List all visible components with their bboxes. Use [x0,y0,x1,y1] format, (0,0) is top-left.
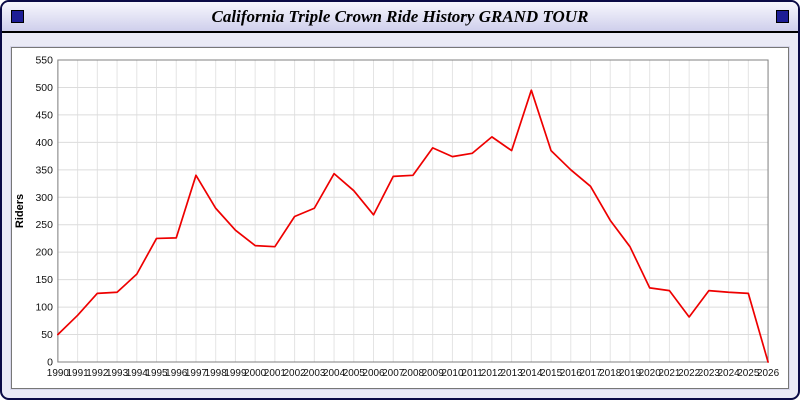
svg-text:2026: 2026 [757,368,780,379]
svg-text:2005: 2005 [343,368,366,379]
svg-text:2007: 2007 [382,368,405,379]
svg-text:2012: 2012 [481,368,504,379]
y-axis-label: Riders [14,194,26,228]
svg-text:2013: 2013 [501,368,524,379]
svg-text:2018: 2018 [599,368,622,379]
svg-text:250: 250 [35,220,53,231]
svg-text:2016: 2016 [560,368,583,379]
svg-text:1995: 1995 [145,368,168,379]
svg-text:500: 500 [35,83,53,94]
svg-text:2022: 2022 [678,368,701,379]
svg-text:2003: 2003 [303,368,326,379]
svg-text:1996: 1996 [165,368,188,379]
svg-text:50: 50 [41,330,53,341]
svg-text:400: 400 [35,138,53,149]
svg-text:2000: 2000 [244,368,267,379]
svg-text:2019: 2019 [619,368,642,379]
svg-text:350: 350 [35,165,53,176]
svg-text:0: 0 [47,357,53,368]
svg-text:2001: 2001 [264,368,287,379]
svg-text:550: 550 [35,55,53,66]
svg-text:2004: 2004 [323,368,346,379]
svg-text:2010: 2010 [441,368,464,379]
svg-text:2006: 2006 [362,368,385,379]
svg-text:1991: 1991 [67,368,90,379]
chart-panel: 0 50 100 150 200 250 300 350 400 450 500 550 1990 199… [11,47,789,389]
svg-text:2002: 2002 [284,368,307,379]
svg-text:2020: 2020 [639,368,662,379]
svg-text:150: 150 [35,275,53,286]
svg-text:2021: 2021 [658,368,681,379]
svg-text:2011: 2011 [461,368,483,379]
svg-text:1994: 1994 [126,368,149,379]
riders-series-line [57,89,769,363]
svg-text:2015: 2015 [540,368,563,379]
svg-text:1999: 1999 [224,368,247,379]
svg-text:1993: 1993 [106,368,129,379]
title-bar [2,2,798,33]
svg-text:1992: 1992 [86,368,109,379]
svg-text:2024: 2024 [718,368,741,379]
svg-text:2008: 2008 [402,368,425,379]
svg-text:2009: 2009 [422,368,445,379]
svg-text:1997: 1997 [185,368,208,379]
svg-text:100: 100 [35,303,53,314]
svg-text:1990: 1990 [47,368,70,379]
svg-text:2014: 2014 [520,368,543,379]
svg-text:1998: 1998 [205,368,228,379]
titlebar-right-square [776,10,789,23]
svg-text:2025: 2025 [737,368,760,379]
svg-text:200: 200 [35,248,53,259]
svg-text:450: 450 [35,110,53,121]
riders-line-chart: 0501001502002503003504004505005501990199… [14,55,780,379]
svg-text:300: 300 [35,193,53,204]
svg-text:2017: 2017 [579,368,602,379]
titlebar-left-square [11,10,24,23]
svg-text:2023: 2023 [698,368,721,379]
